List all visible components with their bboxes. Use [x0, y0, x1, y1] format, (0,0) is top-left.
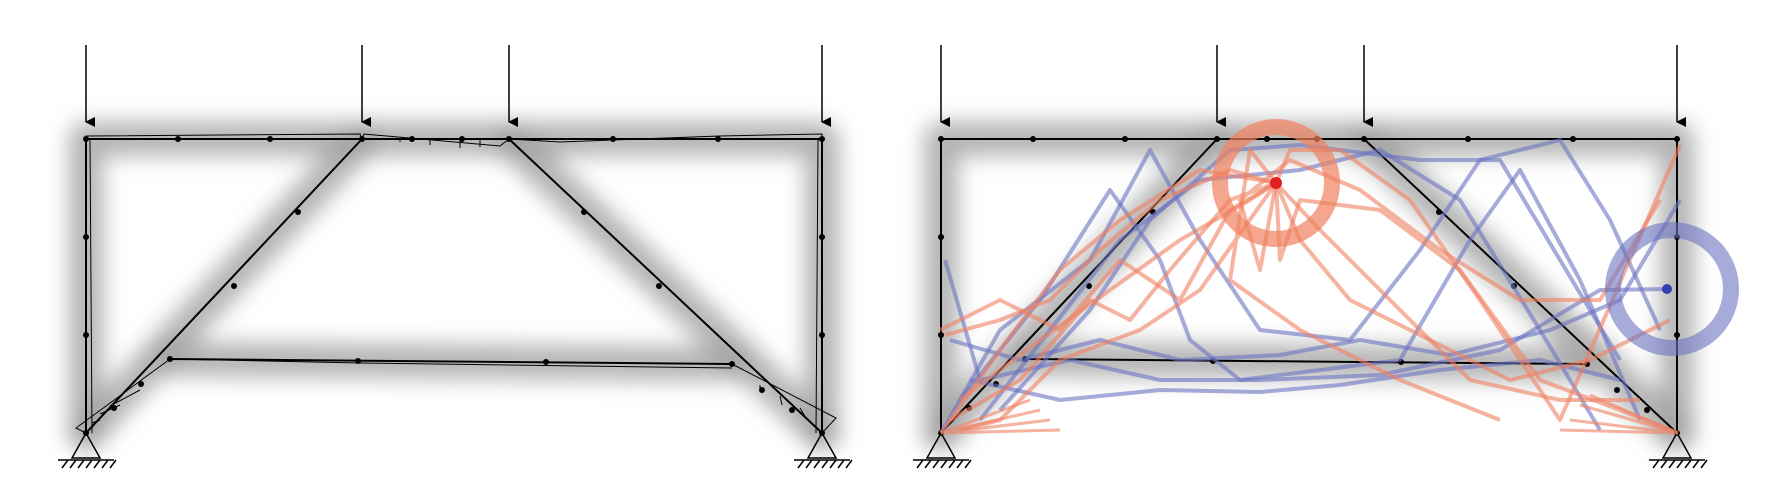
orange-fan	[940, 393, 1679, 435]
trajectories	[939, 119, 1739, 435]
blue-point	[1662, 284, 1672, 294]
red-ring	[1212, 119, 1340, 247]
left-frame	[58, 45, 852, 468]
red-point	[1270, 177, 1282, 189]
moment-diagram	[75, 133, 837, 434]
right-frame	[913, 45, 1707, 468]
blue-ring	[1605, 222, 1739, 356]
blue-paths	[939, 138, 1682, 434]
